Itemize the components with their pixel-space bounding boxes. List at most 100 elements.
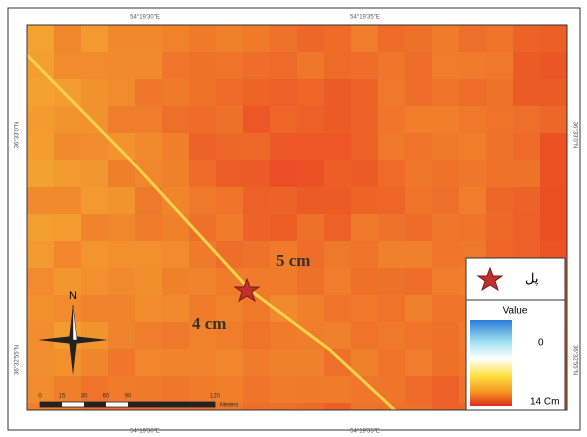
scale-label: 15 xyxy=(59,394,66,400)
raster-cell xyxy=(81,106,109,134)
raster-cell xyxy=(405,214,433,242)
raster-cell xyxy=(351,214,379,242)
raster-cell xyxy=(216,376,244,404)
raster-cell xyxy=(432,106,460,134)
raster-cell xyxy=(297,25,325,53)
raster-cell xyxy=(324,268,352,296)
raster-cell xyxy=(108,160,136,188)
raster-cell xyxy=(378,25,406,53)
coordinate-label: 36°33'0"N xyxy=(571,122,577,149)
scale-label: 120 xyxy=(210,394,221,400)
raster-cell xyxy=(324,133,352,161)
raster-cell xyxy=(216,25,244,53)
raster-cell xyxy=(486,133,514,161)
raster-cell xyxy=(486,106,514,134)
raster-cell xyxy=(27,187,55,215)
raster-cell xyxy=(513,187,541,215)
raster-cell xyxy=(135,376,163,404)
raster-cell xyxy=(189,241,217,269)
coordinate-label: 54°19'35"E xyxy=(350,15,380,21)
raster-cell xyxy=(324,25,352,53)
legend-ramp xyxy=(470,320,512,406)
raster-cell xyxy=(540,79,568,107)
raster-cell xyxy=(54,106,82,134)
raster-cell xyxy=(351,52,379,80)
raster-cell xyxy=(27,241,55,269)
legend-symbol-box xyxy=(466,258,565,300)
raster-cell xyxy=(135,160,163,188)
raster-cell xyxy=(324,322,352,350)
raster-cell xyxy=(324,295,352,323)
raster-cell xyxy=(297,160,325,188)
raster-cell xyxy=(216,106,244,134)
raster-cell xyxy=(243,52,271,80)
raster-cell xyxy=(513,160,541,188)
raster-cell xyxy=(270,106,298,134)
raster-cell xyxy=(216,52,244,80)
raster-cell xyxy=(54,187,82,215)
legend-title: Value xyxy=(503,306,528,317)
raster-cell xyxy=(540,187,568,215)
raster-cell xyxy=(324,187,352,215)
raster-cell xyxy=(405,79,433,107)
raster-cell xyxy=(513,25,541,53)
raster-cell xyxy=(513,214,541,242)
raster-cell xyxy=(270,79,298,107)
raster-cell xyxy=(243,322,271,350)
raster-cell xyxy=(108,241,136,269)
raster-cell xyxy=(513,106,541,134)
legend: پل Value 0 14 Cm xyxy=(466,258,565,410)
raster-cell xyxy=(216,349,244,377)
raster-cell xyxy=(27,133,55,161)
raster-cell xyxy=(270,214,298,242)
raster-cell xyxy=(378,187,406,215)
raster-cell xyxy=(243,106,271,134)
raster-cell xyxy=(108,376,136,404)
raster-cell xyxy=(459,25,487,53)
raster-cell xyxy=(297,52,325,80)
raster-cell xyxy=(378,268,406,296)
raster-cell xyxy=(108,322,136,350)
raster-cell xyxy=(378,160,406,188)
raster-cell xyxy=(324,106,352,134)
raster-cell xyxy=(135,349,163,377)
raster-cell xyxy=(540,133,568,161)
annotation: 4 cm xyxy=(192,314,226,333)
raster-cell xyxy=(189,52,217,80)
raster-cell xyxy=(135,241,163,269)
raster-cell xyxy=(405,322,433,350)
raster-cell xyxy=(378,133,406,161)
raster-cell xyxy=(378,241,406,269)
raster-cell xyxy=(243,133,271,161)
raster-cell xyxy=(135,214,163,242)
raster-cell xyxy=(351,295,379,323)
legend-symbol-label: پل xyxy=(525,270,539,286)
raster-cell xyxy=(216,79,244,107)
raster-cell xyxy=(324,214,352,242)
raster-cell xyxy=(513,133,541,161)
raster-cell xyxy=(432,79,460,107)
scale-label: 60 xyxy=(103,394,110,400)
raster-cell xyxy=(324,52,352,80)
raster-cell xyxy=(81,52,109,80)
raster-cell xyxy=(486,25,514,53)
raster-cell xyxy=(81,25,109,53)
raster-cell xyxy=(108,133,136,161)
raster-cell xyxy=(27,268,55,296)
raster-cell xyxy=(297,106,325,134)
raster-cell xyxy=(324,241,352,269)
raster-cell xyxy=(135,133,163,161)
raster-cell xyxy=(162,268,190,296)
raster-cell xyxy=(54,160,82,188)
raster-cell xyxy=(162,160,190,188)
raster-cell xyxy=(378,52,406,80)
raster-cell xyxy=(405,187,433,215)
raster-cell xyxy=(297,214,325,242)
raster-cell xyxy=(351,160,379,188)
raster-cell xyxy=(54,133,82,161)
raster-cell xyxy=(432,241,460,269)
raster-cell xyxy=(27,214,55,242)
raster-cell xyxy=(243,241,271,269)
raster-cell xyxy=(216,214,244,242)
raster-cell xyxy=(189,160,217,188)
